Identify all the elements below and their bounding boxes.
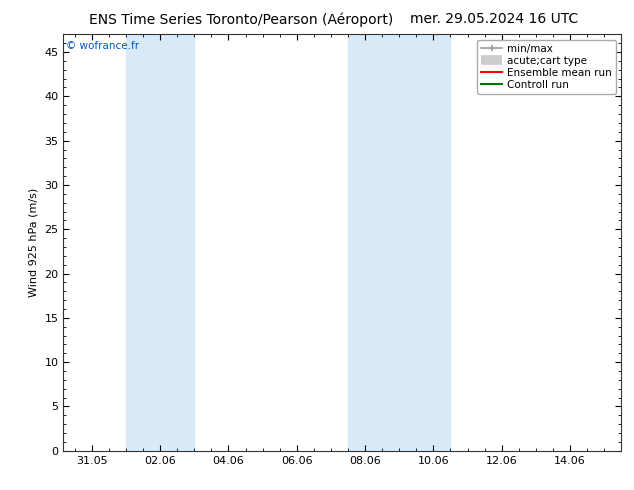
Bar (126, 34, 194, 451)
Text: © wofrance.fr: © wofrance.fr (66, 41, 139, 50)
Bar (382, 34, 451, 451)
Text: ENS Time Series Toronto/Pearson (Aéroport): ENS Time Series Toronto/Pearson (Aéropor… (89, 12, 393, 27)
Bar (348, 34, 382, 451)
Legend: min/max, acute;cart type, Ensemble mean run, Controll run: min/max, acute;cart type, Ensemble mean … (477, 40, 616, 94)
Text: mer. 29.05.2024 16 UTC: mer. 29.05.2024 16 UTC (410, 12, 579, 26)
Y-axis label: Wind 925 hPa (m/s): Wind 925 hPa (m/s) (29, 188, 39, 297)
